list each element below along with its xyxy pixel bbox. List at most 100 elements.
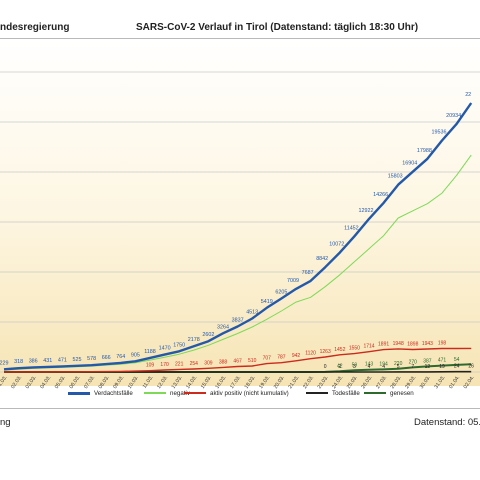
data-label: 3264 [217, 324, 229, 330]
data-label: 1120 [305, 351, 316, 357]
data-label: 1714 [363, 344, 374, 350]
data-label: 26 [468, 364, 474, 370]
data-label: 19 [439, 364, 445, 370]
data-label: 270 [409, 359, 418, 365]
data-label: 1750 [173, 342, 185, 348]
series-lines [3, 102, 473, 373]
data-label: 194 [379, 361, 388, 367]
data-label: 942 [292, 353, 301, 359]
data-label: 229 [0, 360, 9, 366]
data-label: 109 [146, 363, 155, 369]
data-label: 525 [73, 357, 82, 363]
data-label: 24 [454, 364, 460, 370]
data-label: 471 [58, 357, 67, 363]
data-label: 5419 [261, 299, 273, 305]
data-label: 59 [352, 362, 358, 368]
legend-swatch [364, 392, 386, 395]
data-label: 387 [423, 358, 432, 364]
data-label: 22 [465, 92, 471, 98]
data-label: 254 [190, 361, 199, 367]
legend-item-aktiv-positiv: aktiv positiv (nicht kumulativ) [184, 390, 289, 397]
data-label: 4 [382, 364, 385, 370]
data-label: 2178 [188, 337, 200, 343]
data-label: 54 [454, 357, 460, 363]
data-label: 10072 [329, 242, 344, 248]
data-label: 318 [14, 359, 23, 365]
legend-label: Todesfälle [332, 390, 360, 397]
data-label: 1891 [378, 342, 389, 348]
data-label: 707 [263, 356, 272, 362]
data-label: 20934 [446, 113, 461, 119]
data-label: 170 [160, 362, 169, 368]
data-label: 42 [337, 363, 343, 369]
data-label: 471 [438, 358, 447, 364]
legend-label: negativ [170, 390, 190, 397]
data-label: 7 [411, 364, 414, 370]
data-label: 510 [248, 358, 257, 364]
data-label: 3837 [232, 318, 244, 324]
data-label: 309 [204, 360, 213, 366]
footer-divider [0, 408, 480, 409]
data-label: 431 [43, 358, 52, 364]
data-label: 764 [116, 354, 125, 360]
data-label: 221 [175, 361, 184, 367]
data-label: 12 [425, 364, 431, 370]
organization-title: ndesregierung [0, 22, 70, 33]
data-label: 1452 [334, 347, 345, 353]
legend-item-negativ: negativ [144, 390, 190, 397]
data-label: 2 [338, 364, 341, 370]
legend-swatch [68, 392, 90, 395]
legend-swatch [306, 392, 328, 395]
legend-swatch [184, 392, 206, 395]
legend-label: aktiv positiv (nicht kumulativ) [210, 390, 289, 397]
data-labels: 42 59 143 194 220 270 387 471 54 0 2 3 4 4 5 7 12 19 24 26 1… [0, 92, 474, 370]
data-label: 16904 [402, 161, 417, 167]
data-label: 15803 [388, 174, 403, 180]
data-label: 143 [365, 362, 374, 368]
data-label: 4 [368, 364, 371, 370]
chart-title: SARS-CoV-2 Verlauf in Tirol (Datenstand:… [136, 22, 419, 33]
data-label: 11452 [344, 225, 359, 231]
data-label: 14266 [373, 192, 388, 198]
legend-item-genesen: genesen [364, 390, 414, 397]
data-label: 7687 [302, 270, 314, 276]
data-label: 666 [102, 355, 111, 361]
footer-data-date: Datenstand: 05.0 [414, 417, 480, 428]
data-label: 1470 [159, 346, 171, 352]
series-line-0 [3, 102, 473, 371]
data-label: 1898 [407, 342, 418, 348]
data-label: 1550 [349, 346, 360, 352]
x-tick-label: 01.03. [0, 375, 9, 390]
data-label: 787 [277, 355, 286, 361]
series-line-2 [3, 347, 472, 373]
data-label: 0 [324, 364, 327, 370]
legend-label: genesen [390, 390, 414, 397]
data-label: 1188 [144, 349, 156, 355]
data-label: 3 [353, 364, 356, 370]
data-label: 386 [29, 358, 38, 364]
header-divider [0, 38, 480, 39]
header-bar: ndesregierung SARS-CoV-2 Verlauf in Tiro… [0, 0, 480, 40]
line-chart: 01.03. 02.03. 03.03. 04.03. 05.03. 06.03. 07.0… [0, 40, 480, 390]
legend-swatch [144, 392, 166, 395]
data-label: 7009 [287, 278, 299, 284]
data-label: 220 [394, 361, 403, 367]
data-label: 388 [219, 359, 228, 365]
data-label: 198 [438, 341, 447, 347]
legend-item-verdachtsfaelle: Verdachtsfälle [68, 390, 133, 397]
data-label: 467 [233, 358, 242, 364]
data-label: 1943 [422, 341, 433, 347]
data-label: 905 [131, 352, 140, 358]
data-label: 1948 [393, 341, 404, 347]
plot-background [0, 40, 480, 386]
legend: Verdachtsfälle negativ aktiv positiv (ni… [0, 390, 480, 404]
data-label: 2602 [202, 332, 214, 338]
legend-label: Verdachtsfälle [94, 390, 133, 397]
data-label: 8842 [316, 256, 328, 262]
data-label: 5 [397, 364, 400, 370]
data-label: 6205 [275, 289, 287, 295]
footer-left-text: ng [0, 417, 11, 428]
data-label: 4513 [246, 310, 258, 316]
data-label: 12922 [359, 208, 374, 214]
data-label: 1263 [320, 349, 331, 355]
